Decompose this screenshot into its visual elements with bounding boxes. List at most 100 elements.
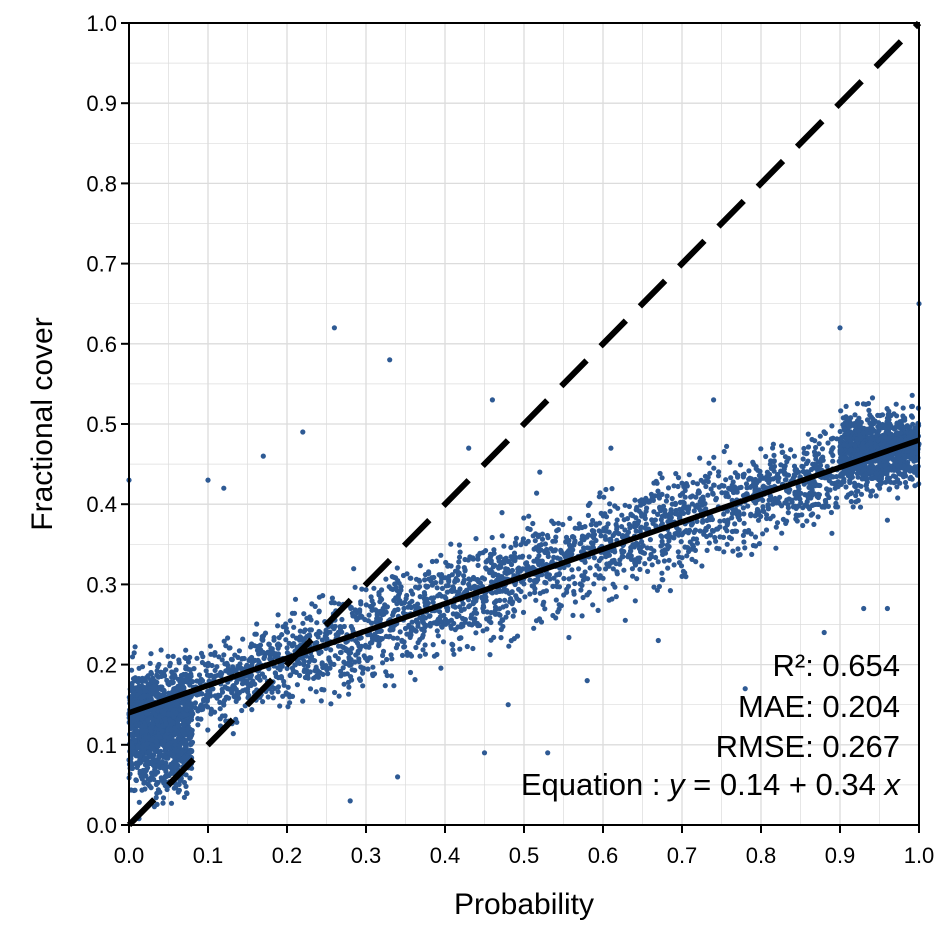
data-point	[721, 511, 727, 517]
y-tick-label: 0.4	[86, 492, 117, 517]
data-point	[635, 521, 641, 527]
data-point	[294, 644, 300, 650]
data-point	[408, 629, 414, 635]
data-point	[208, 711, 214, 717]
data-point	[461, 573, 467, 579]
data-point	[341, 681, 347, 687]
data-point	[361, 653, 367, 659]
data-point	[148, 724, 154, 730]
data-point	[659, 475, 665, 481]
data-point	[183, 664, 189, 670]
data-point	[175, 717, 181, 723]
data-point	[363, 602, 369, 608]
data-point	[499, 509, 505, 516]
data-point	[470, 645, 476, 652]
data-point	[792, 467, 798, 473]
data-point	[141, 757, 147, 763]
data-point	[328, 661, 334, 667]
data-point	[154, 718, 160, 724]
data-point	[448, 625, 454, 631]
data-point	[870, 458, 877, 464]
data-point	[887, 431, 893, 437]
data-point	[469, 612, 475, 618]
data-point	[162, 716, 168, 723]
data-point	[730, 487, 736, 493]
data-point	[531, 625, 537, 631]
data-point	[506, 643, 512, 649]
data-point	[429, 582, 435, 588]
data-point	[146, 693, 152, 699]
data-point	[829, 423, 835, 429]
data-point	[492, 562, 498, 568]
data-point	[187, 682, 193, 688]
data-point	[721, 549, 727, 555]
data-point	[280, 693, 286, 699]
data-point	[265, 694, 271, 700]
data-point	[913, 457, 919, 463]
data-point	[377, 616, 383, 622]
data-point	[714, 526, 720, 532]
data-point	[139, 776, 145, 782]
data-point	[662, 507, 668, 513]
data-point	[280, 624, 286, 630]
data-point	[479, 575, 486, 581]
data-point	[207, 643, 213, 649]
data-point	[779, 443, 785, 449]
data-point	[633, 515, 639, 521]
data-point	[304, 633, 310, 639]
data-point	[221, 697, 228, 703]
data-point	[679, 480, 685, 486]
data-point	[751, 481, 757, 487]
data-point	[869, 395, 876, 401]
data-point	[651, 584, 657, 590]
data-point	[372, 631, 378, 637]
data-point	[130, 692, 136, 698]
data-point	[697, 528, 703, 534]
data-point	[837, 325, 843, 331]
data-point	[289, 610, 295, 616]
data-point	[903, 424, 909, 431]
data-point	[628, 523, 634, 529]
data-point	[464, 643, 470, 650]
data-point	[629, 566, 636, 572]
data-point	[756, 477, 763, 483]
data-point	[576, 566, 582, 572]
data-point	[688, 522, 695, 528]
data-point	[793, 495, 799, 501]
data-point	[393, 645, 399, 651]
data-point	[158, 647, 164, 653]
data-point	[619, 554, 625, 560]
data-point	[734, 528, 740, 534]
data-point	[480, 628, 486, 634]
data-point	[148, 715, 154, 721]
data-point	[380, 652, 386, 659]
data-point	[234, 679, 240, 686]
data-point	[404, 592, 410, 599]
data-point	[554, 572, 560, 578]
data-point	[365, 666, 371, 672]
data-point	[268, 645, 274, 652]
data-point	[770, 513, 776, 519]
data-point	[446, 577, 452, 583]
data-point	[659, 541, 666, 548]
data-point	[894, 478, 900, 484]
data-point	[352, 614, 358, 620]
data-point	[861, 605, 867, 612]
data-point	[443, 595, 449, 601]
data-point	[452, 627, 458, 633]
data-point	[184, 790, 190, 796]
y-axis-title: Fractional cover	[26, 317, 59, 530]
data-point	[848, 415, 854, 421]
data-point	[301, 629, 307, 635]
data-point	[838, 455, 844, 461]
x-tick-label: 0.1	[193, 843, 224, 868]
data-point	[380, 648, 387, 655]
data-point	[550, 583, 556, 590]
data-point	[664, 542, 671, 548]
data-point	[512, 540, 519, 546]
data-point	[349, 610, 355, 616]
data-point	[209, 662, 215, 669]
data-point	[753, 488, 760, 494]
data-point	[732, 521, 738, 527]
data-point	[175, 684, 181, 691]
